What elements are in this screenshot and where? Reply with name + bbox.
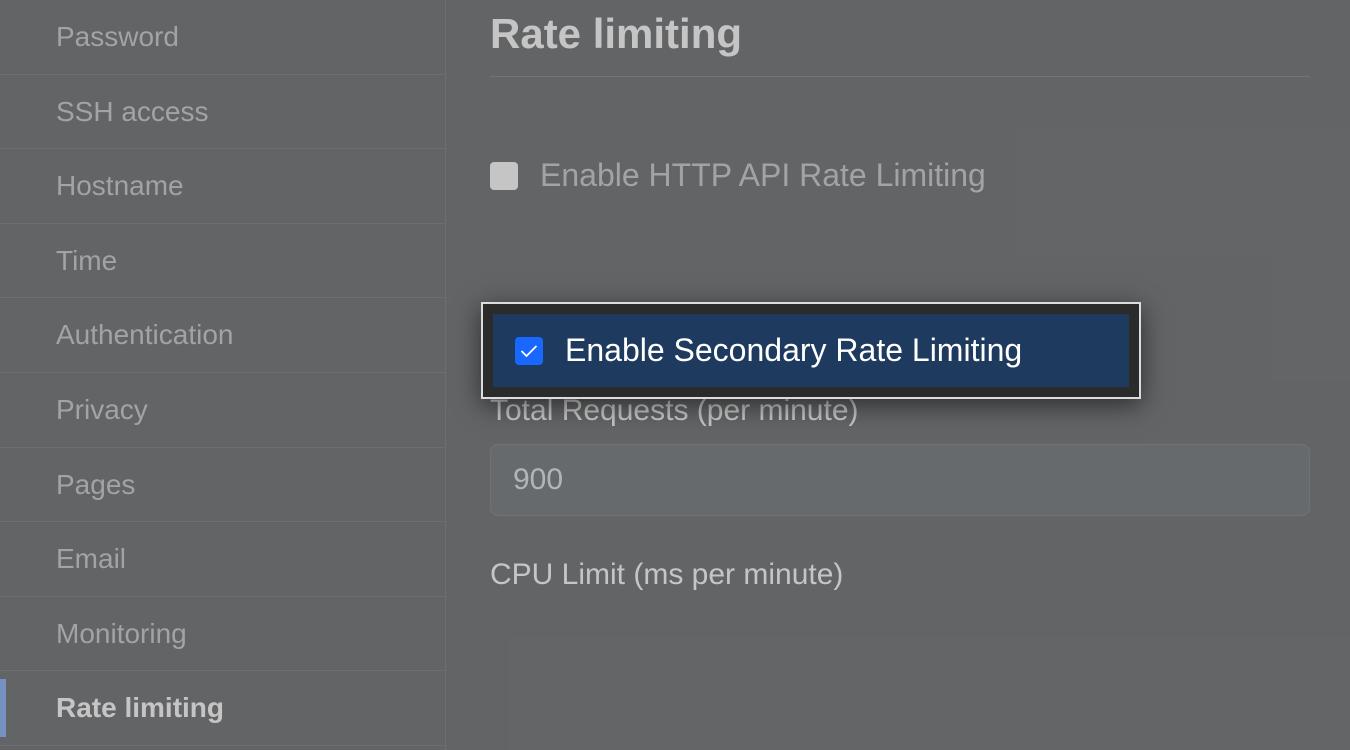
sidebar-item-label: Hostname bbox=[56, 170, 184, 201]
secondary-rate-limiting-option[interactable]: Enable Secondary Rate Limiting bbox=[493, 314, 1129, 387]
http-api-rate-limiting-option[interactable]: Enable HTTP API Rate Limiting bbox=[490, 157, 1310, 194]
sidebar-item-label: SSH access bbox=[56, 96, 209, 127]
secondary-rate-limiting-checkbox[interactable] bbox=[515, 337, 543, 365]
total-requests-value: 900 bbox=[513, 463, 563, 496]
sidebar-item-pages[interactable]: Pages bbox=[0, 448, 445, 523]
sidebar-item-label: Privacy bbox=[56, 394, 148, 425]
check-icon bbox=[519, 341, 539, 361]
sidebar-item-label: Rate limiting bbox=[56, 692, 224, 723]
sidebar-item-privacy[interactable]: Privacy bbox=[0, 373, 445, 448]
sidebar-item-label: Password bbox=[56, 21, 179, 52]
sidebar-item-monitoring[interactable]: Monitoring bbox=[0, 597, 445, 672]
total-requests-field: Total Requests (per minute) 900 CPU Limi… bbox=[490, 394, 1310, 592]
sidebar-item-authentication[interactable]: Authentication bbox=[0, 298, 445, 373]
sidebar-item-time[interactable]: Time bbox=[0, 224, 445, 299]
secondary-rate-limiting-highlight: Enable Secondary Rate Limiting bbox=[481, 302, 1141, 399]
sidebar-item-password[interactable]: Password bbox=[0, 0, 445, 75]
sidebar-item-label: Pages bbox=[56, 469, 135, 500]
sidebar-item-rate-limiting[interactable]: Rate limiting bbox=[0, 671, 445, 746]
sidebar-item-label: Authentication bbox=[56, 319, 233, 350]
settings-sidebar: Password SSH access Hostname Time Authen… bbox=[0, 0, 446, 750]
sidebar-item-label: Email bbox=[56, 543, 126, 574]
sidebar-item-hostname[interactable]: Hostname bbox=[0, 149, 445, 224]
page-title: Rate limiting bbox=[490, 10, 1310, 77]
http-api-rate-limiting-checkbox[interactable] bbox=[490, 162, 518, 190]
total-requests-input[interactable]: 900 bbox=[490, 444, 1310, 516]
sidebar-item-ssh-access[interactable]: SSH access bbox=[0, 75, 445, 150]
sidebar-item-email[interactable]: Email bbox=[0, 522, 445, 597]
app-root: Password SSH access Hostname Time Authen… bbox=[0, 0, 1350, 750]
sidebar-item-label: Time bbox=[56, 245, 117, 276]
total-requests-label: Total Requests (per minute) bbox=[490, 394, 1310, 428]
http-api-rate-limiting-label: Enable HTTP API Rate Limiting bbox=[540, 157, 986, 194]
secondary-rate-limiting-label: Enable Secondary Rate Limiting bbox=[565, 332, 1022, 369]
sidebar-item-label: Monitoring bbox=[56, 618, 187, 649]
cpu-limit-label: CPU Limit (ms per minute) bbox=[490, 558, 1310, 592]
